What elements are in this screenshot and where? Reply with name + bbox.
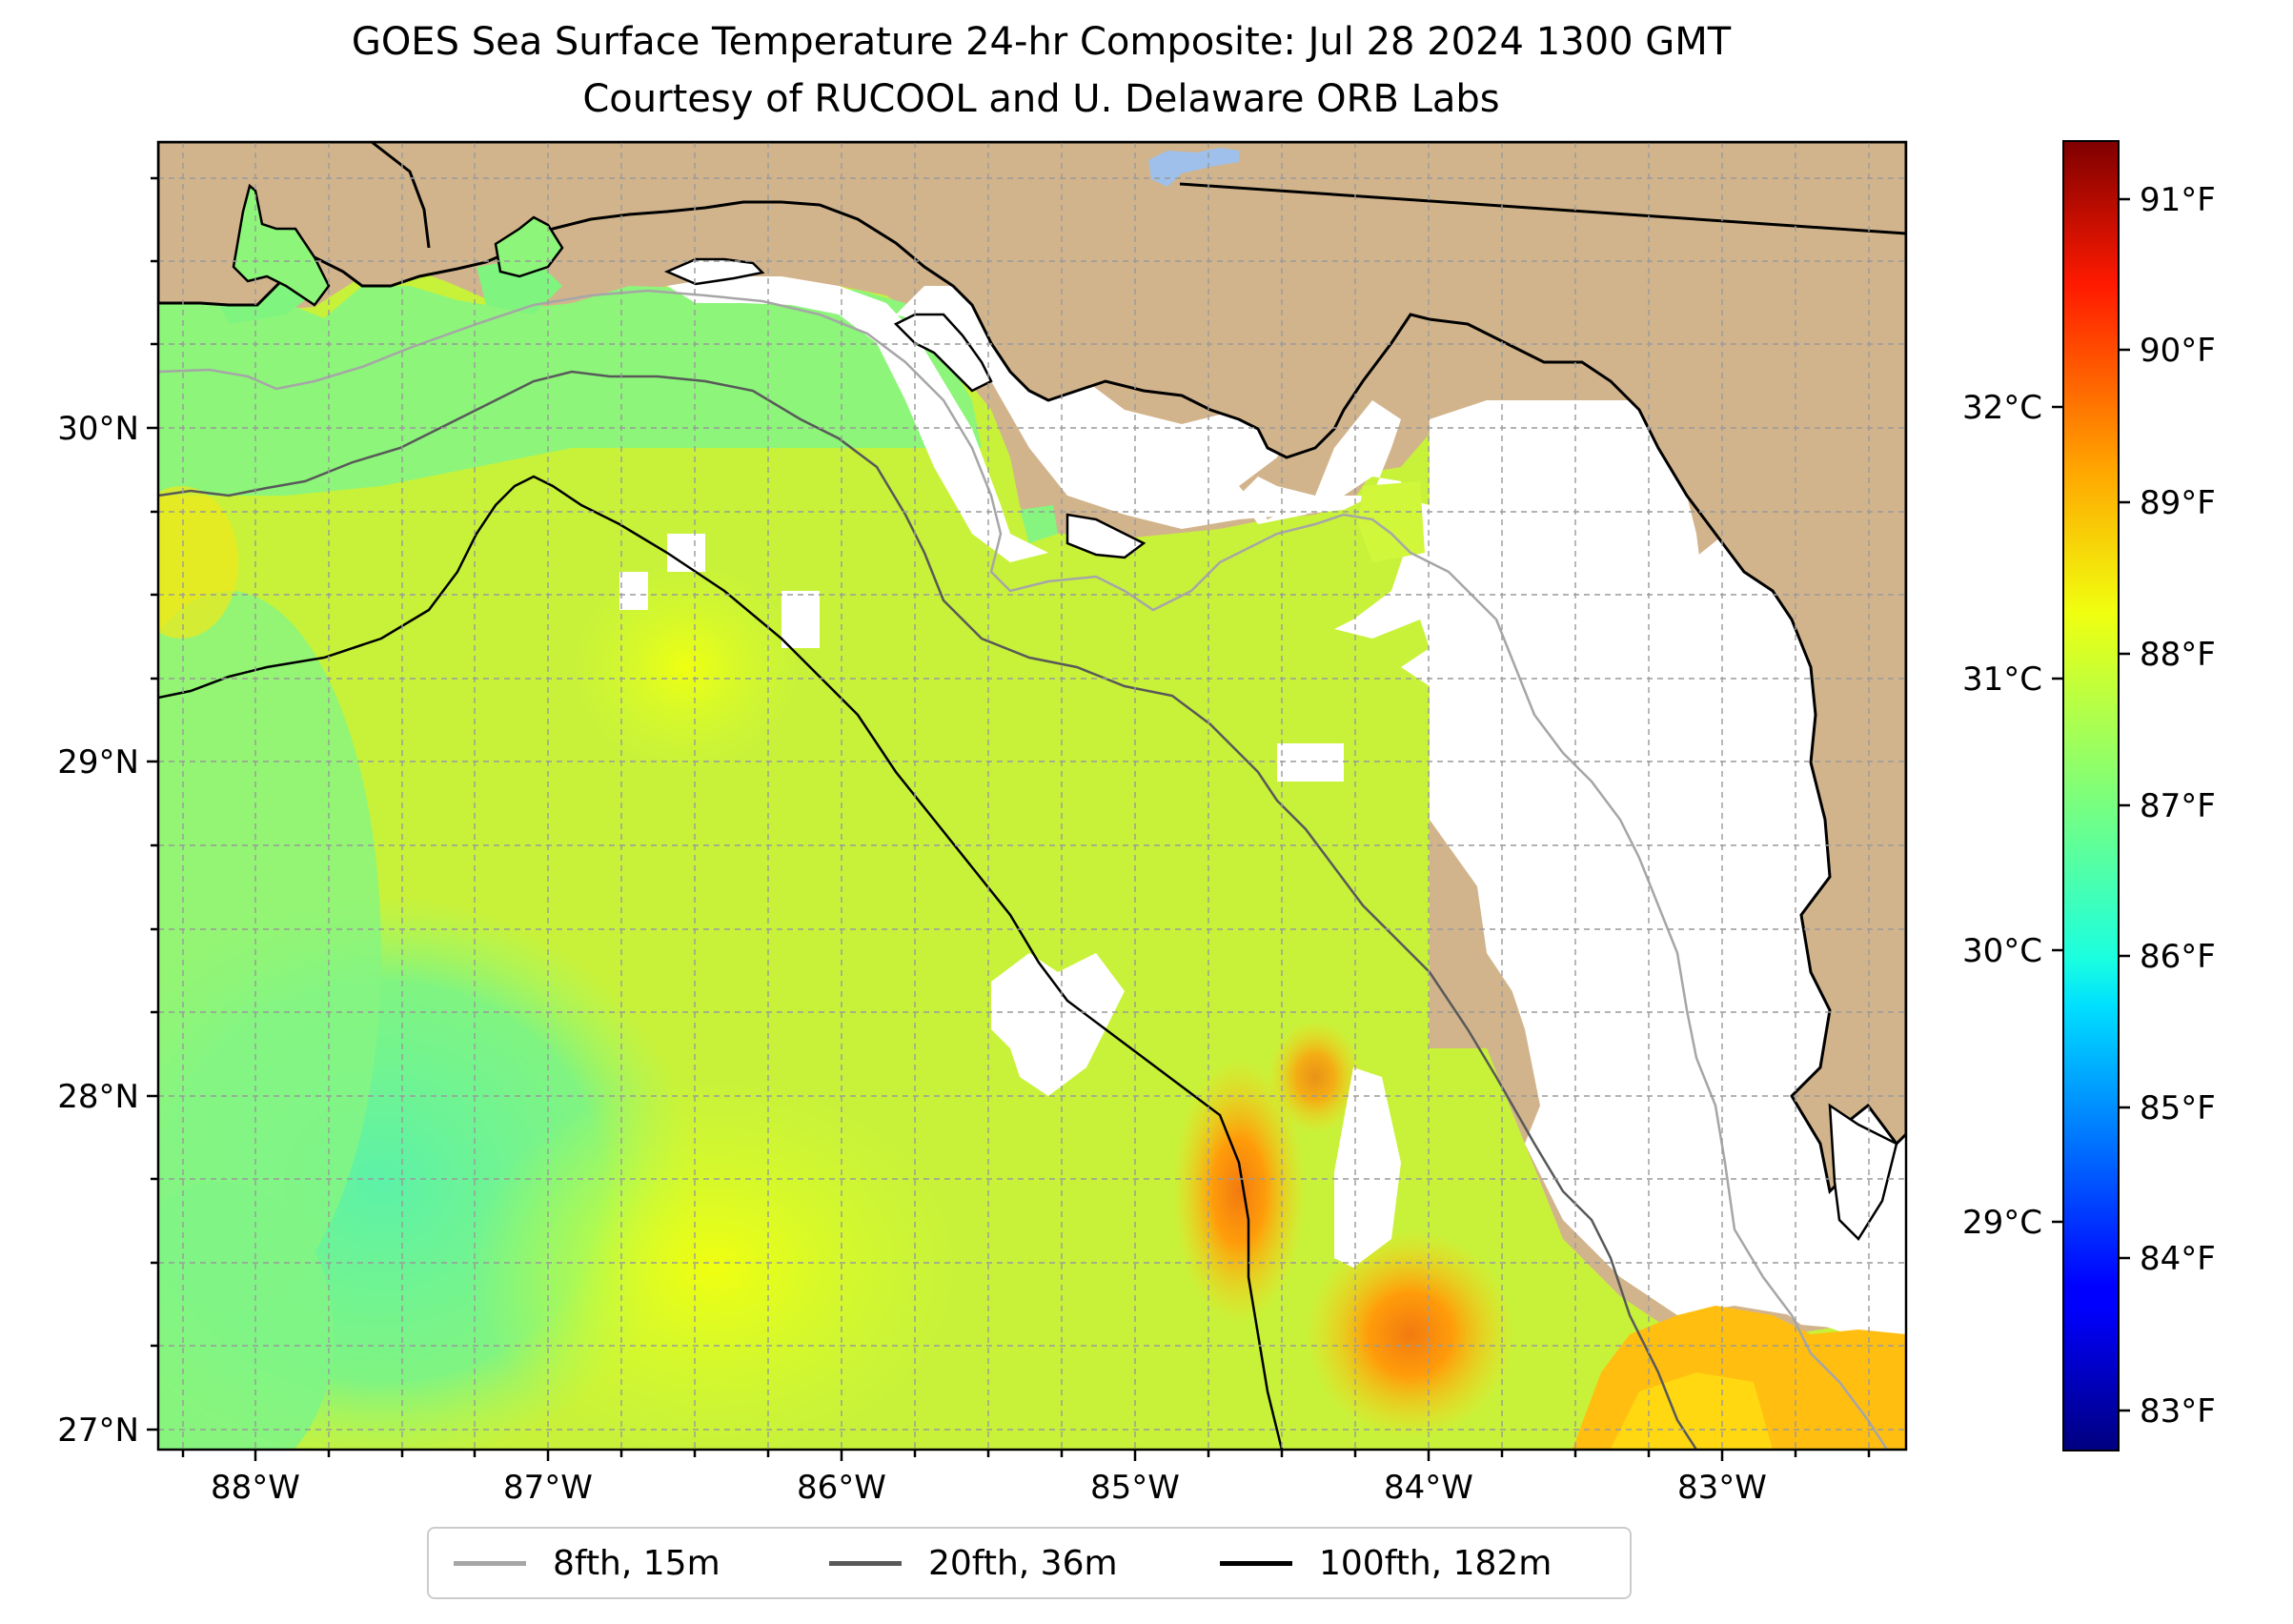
no-data-lake-2 [1334,1067,1401,1268]
sst-orange-patch-2 [1268,1020,1363,1134]
legend-swatch-100fth [1220,1560,1292,1566]
colorbar [2062,140,2120,1451]
legend-item-20fth: 20fth, 36m [829,1529,1118,1597]
lat-label-29: 29°N [57,743,139,782]
no-data-inner [1430,400,1906,1334]
map-subtitle: Courtesy of RUCOOL and U. Delaware ORB L… [582,77,1500,121]
legend-swatch-8fth [454,1560,526,1566]
legend-item-100fth: 100fth, 182m [1220,1529,1552,1597]
cbar-f-91: 91°F [2140,181,2216,219]
cbar-f-90: 90°F [2140,332,2216,370]
cbar-f-83: 83°F [2140,1392,2216,1431]
sst-apalachicola [1020,505,1058,543]
map-frame [156,140,1908,1451]
no-data-speck-1 [619,572,648,610]
water-pensacola-bay [494,215,564,278]
state-border-ga-fl [1179,182,1906,235]
legend: 8fth, 15m 20fth, 36m 100fth, 182m [427,1527,1632,1599]
legend-swatch-20fth [829,1560,902,1566]
lon-label-86: 86°W [797,1469,886,1507]
water-apalachicola-bay [1065,513,1146,559]
sst-suwannee [1358,481,1425,562]
lat-label-30: 30°N [57,410,139,448]
sst-pensacola-bay [477,257,562,315]
water-tampa-bay [1828,1103,1898,1241]
sst-orange-patch-1 [1172,1058,1306,1325]
legend-label-8fth: 8fth, 15m [553,1543,720,1583]
sst-warm-southeast-inner [1611,1372,1773,1450]
cbar-c-31: 31°C [1962,660,2042,699]
land-florida [158,142,1906,1195]
isobath-8fth [158,289,1889,1450]
graticule [158,142,1906,1450]
lon-label-83: 83°W [1677,1469,1767,1507]
cbar-f-89: 89°F [2140,484,2216,522]
cbar-f-85: 85°F [2140,1089,2216,1127]
map-title: GOES Sea Surface Temperature 24-hr Compo… [351,20,1732,64]
no-data-coastal-strip [667,276,1048,562]
lake-seminole [1148,148,1239,187]
cbar-f-84: 84°F [2140,1240,2216,1278]
lon-label-87: 87°W [503,1469,593,1507]
water-mobile-bay [232,183,331,307]
sst-warm-west-edge [158,486,238,639]
cbar-c-32: 32°C [1962,389,2042,427]
colorbar-c-ticks [2052,405,2063,1224]
lon-label-88: 88°W [211,1469,300,1507]
lat-label-27: 27°N [57,1411,139,1450]
lon-tick-marks [181,1450,1871,1461]
cbar-c-30: 30°C [1962,932,2042,970]
cbar-f-88: 88°F [2140,636,2216,674]
water-st-andrew-bay [893,313,993,393]
sst-warm-zone-south [467,1077,963,1450]
cbar-c-29: 29°C [1962,1204,2042,1242]
no-data-speck-4 [1277,743,1344,782]
no-data-lake-1 [991,953,1125,1096]
sst-cool-nearshore [158,282,982,496]
lon-label-84: 84°W [1384,1469,1473,1507]
legend-label-20fth: 20fth, 36m [928,1543,1118,1583]
state-border-al-fl [371,142,431,249]
map-area [158,142,1906,1450]
legend-item-8fth: 8fth, 15m [454,1529,720,1597]
cbar-f-87: 87°F [2140,787,2216,825]
sst-warm-zone-north [572,562,801,772]
no-data-speck-3 [781,591,820,648]
lat-label-28: 28°N [57,1078,139,1116]
colorbar-f-ticks [2119,197,2130,1412]
isobath-100fth [158,475,1284,1450]
sst-hot-spot [1306,1229,1515,1439]
isobath-20fth [158,370,1698,1450]
sst-cool-patch-west [158,591,381,1315]
lat-tick-marks [147,176,158,1431]
water-choctawhatchee [663,257,765,286]
legend-label-100fth: 100fth, 182m [1319,1543,1552,1583]
lon-label-85: 85°W [1090,1469,1180,1507]
sst-cool-patch-sw [158,1182,334,1450]
cbar-f-86: 86°F [2140,938,2216,976]
